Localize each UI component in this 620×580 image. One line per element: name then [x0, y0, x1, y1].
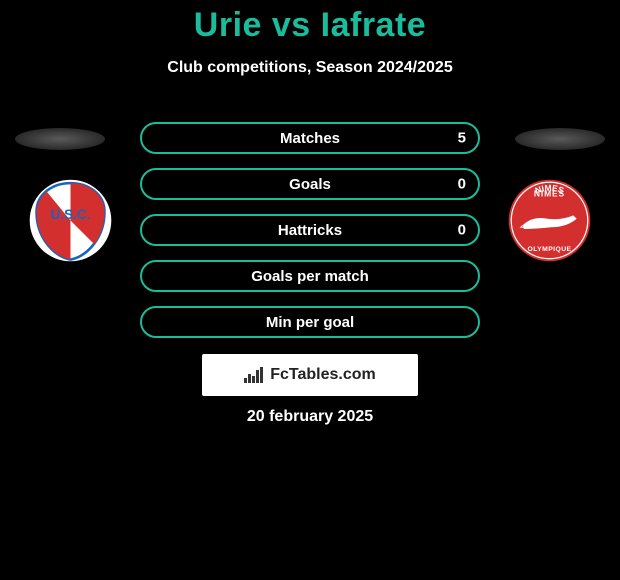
svg-text:OLYMPIQUE: OLYMPIQUE	[528, 246, 572, 253]
comparison-card: Urie vs Iafrate Club competitions, Seaso…	[0, 0, 620, 77]
stats-list: Matches 5 Goals 0 Hattricks 0 Goals per …	[140, 122, 480, 352]
stat-label: Hattricks	[278, 222, 342, 239]
svg-text:NIMES: NIMES	[534, 189, 565, 199]
branding-box: FcTables.com	[202, 354, 418, 396]
svg-text:U.S.C.: U.S.C.	[50, 207, 90, 222]
crest-icon: NIMES NIMES OLYMPIQUE	[507, 178, 592, 263]
shield-icon: U.S.C.	[28, 178, 113, 263]
team-right-badge: NIMES NIMES OLYMPIQUE	[507, 178, 592, 263]
stat-right-value: 0	[458, 222, 466, 239]
stat-label: Min per goal	[266, 314, 354, 331]
date-label: 20 february 2025	[0, 408, 620, 426]
team-left-badge: U.S.C.	[28, 178, 113, 263]
stat-label: Goals	[289, 176, 331, 193]
stat-row: Matches 5	[140, 122, 480, 154]
stat-label: Goals per match	[251, 268, 369, 285]
stat-right-value: 5	[458, 130, 466, 147]
stat-row: Goals 0	[140, 168, 480, 200]
stat-right-value: 0	[458, 176, 466, 193]
stat-label: Matches	[280, 130, 340, 147]
bar-chart-icon	[244, 367, 264, 383]
subtitle: Club competitions, Season 2024/2025	[0, 59, 620, 77]
platform-right	[515, 128, 605, 150]
stat-row: Hattricks 0	[140, 214, 480, 246]
page-title: Urie vs Iafrate	[0, 0, 620, 45]
stat-row: Min per goal	[140, 306, 480, 338]
branding-text: FcTables.com	[270, 366, 376, 384]
platform-left	[15, 128, 105, 150]
stat-row: Goals per match	[140, 260, 480, 292]
